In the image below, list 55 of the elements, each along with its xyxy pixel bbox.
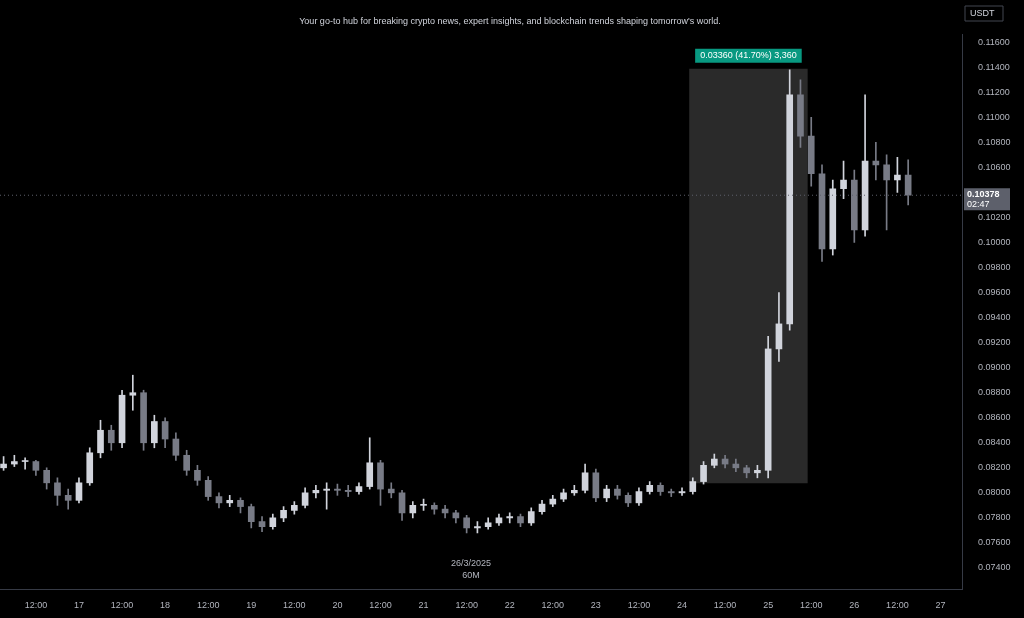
y-tick-label: 0.10000	[978, 237, 1011, 248]
x-tick-label: 12:00	[799, 600, 823, 611]
y-axis-title: USDT	[970, 8, 995, 19]
x-tick-label: 12:00	[283, 600, 306, 611]
x-tick-label: 19	[246, 600, 257, 611]
y-tick-label: 0.07800	[978, 512, 1011, 523]
x-tick-label: 12:00	[110, 600, 134, 611]
x-tick-label: 23	[590, 600, 601, 611]
x-tick-label: 12:00	[541, 600, 565, 611]
x-tick-label: 12:00	[196, 600, 220, 611]
candlestick	[387, 482, 395, 499]
y-tick-label: 0.11200	[978, 86, 1010, 97]
chart-subtitle: Your go-to hub for breaking crypto news, expert insights, and blockchain trends shaping tomorrow's world.	[299, 15, 721, 26]
y-tick-label: 0.10600	[978, 161, 1011, 172]
candlestick	[226, 495, 234, 507]
candlestick	[21, 457, 29, 470]
y-tick-label: 0.08800	[978, 387, 1011, 398]
ref-line-label: 0.10378	[967, 188, 1000, 199]
y-tick-label: 0.11400	[978, 61, 1010, 72]
x-tick-label: 24	[677, 600, 688, 611]
y-tick-label: 0.09200	[978, 337, 1011, 348]
x-tick-label: 27	[935, 600, 946, 611]
y-tick-label: 0.08600	[978, 412, 1011, 423]
text: 02:47	[967, 198, 990, 209]
y-tick-label: 0.10200	[978, 212, 1011, 222]
x-tick-label: 18	[160, 600, 171, 611]
annotation: 26/3/2025	[450, 557, 492, 568]
x-tick-label: 25	[763, 600, 774, 611]
y-tick-label: 0.07400	[978, 562, 1011, 573]
y-tick-label: 0.10800	[978, 136, 1011, 147]
candlestick	[129, 374, 137, 411]
y-tick-label: 0.11600	[978, 36, 1010, 47]
x-tick-label: 12:00	[886, 600, 909, 611]
y-tick-label: 0.08200	[978, 462, 1011, 473]
y-tick-label: 0.09400	[978, 312, 1011, 323]
y-tick-label: 0.09600	[978, 287, 1011, 298]
x-tick-label: 20	[332, 600, 343, 611]
x-tick-label: 21	[418, 600, 429, 611]
y-tick-label: 0.08400	[978, 437, 1011, 448]
candlestick	[344, 485, 352, 497]
band-label: 0.03360 (41.70%) 3,360	[700, 50, 797, 61]
y-tick-label: 0.09800	[978, 262, 1011, 273]
x-tick-label: 12:00	[627, 600, 651, 611]
x-tick-label: 22	[504, 600, 515, 611]
y-tick-label: 0.08000	[978, 487, 1011, 498]
y-tick-label: 0.09000	[978, 362, 1011, 373]
x-tick-label: 17	[73, 600, 84, 611]
x-tick-label: 12:00	[713, 600, 737, 611]
x-tick-label: 12:00	[369, 600, 392, 611]
y-tick-label: 0.11000	[978, 111, 1010, 122]
x-tick-label: 12:00	[455, 600, 478, 611]
y-tick-label: 0.07600	[978, 537, 1011, 548]
x-tick-label: 12:00	[24, 600, 48, 611]
annotation: 60M	[462, 569, 480, 580]
x-tick-label: 26	[849, 600, 860, 611]
